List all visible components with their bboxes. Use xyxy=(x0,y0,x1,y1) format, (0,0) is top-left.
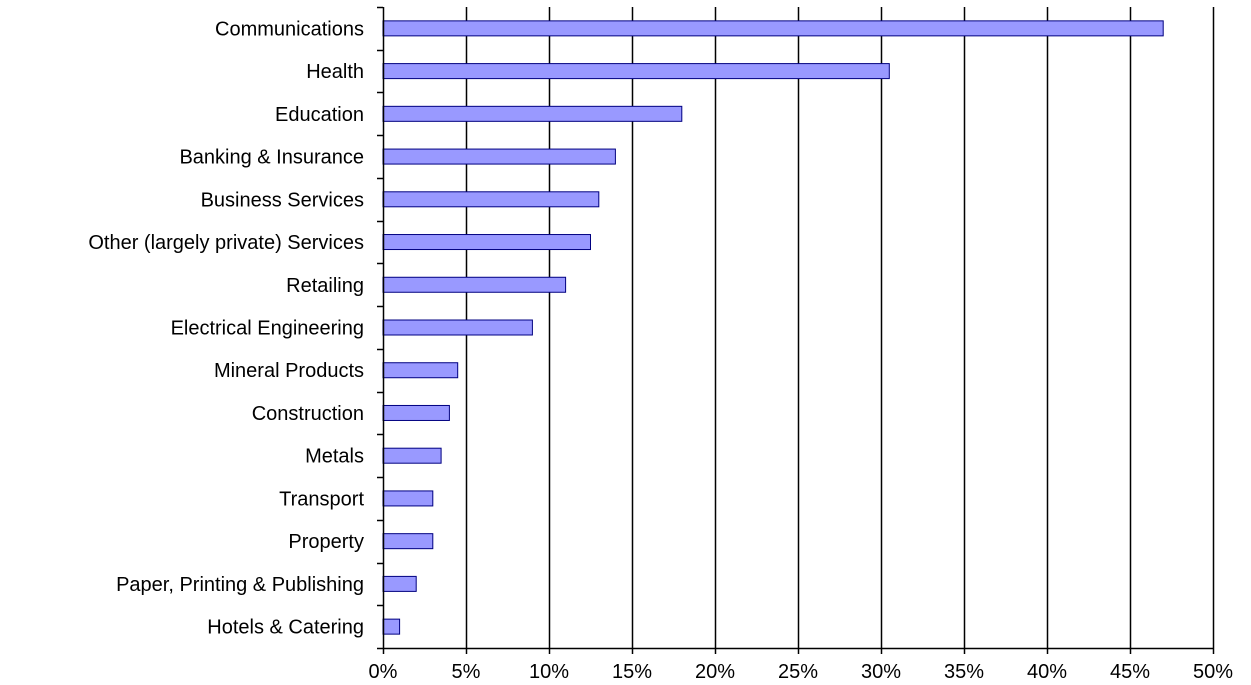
category-label: Paper, Printing & Publishing xyxy=(116,574,364,596)
bar-8 xyxy=(382,362,459,379)
bar-1 xyxy=(382,63,890,80)
category-label: Construction xyxy=(252,403,364,425)
bar-5 xyxy=(382,234,591,251)
bar-6 xyxy=(382,276,567,293)
bar-14 xyxy=(382,618,401,635)
bar-13 xyxy=(382,575,417,592)
bar-0 xyxy=(382,20,1164,37)
category-label: Electrical Engineering xyxy=(171,318,364,340)
x-tick-label: 50% xyxy=(1193,661,1233,683)
x-tick-labels: 0% 5% 10% 15% 20% 25% 30% 35% 40% 45% 50% xyxy=(369,661,1234,683)
category-label: Business Services xyxy=(201,189,364,211)
x-tick-label: 45% xyxy=(1110,661,1150,683)
category-label: Hotels & Catering xyxy=(207,617,364,639)
category-label: Retailing xyxy=(286,275,364,297)
x-tick-label: 40% xyxy=(1027,661,1067,683)
bar-9 xyxy=(382,404,450,421)
x-tick-label: 35% xyxy=(944,661,984,683)
gridlines xyxy=(465,7,1215,648)
category-label: Metals xyxy=(305,446,364,468)
category-labels: Communications Health Education Banking & I… xyxy=(88,18,364,638)
x-tick-label: 25% xyxy=(778,661,818,683)
bar-12 xyxy=(382,533,434,550)
x-tick-label: 20% xyxy=(695,661,735,683)
bar-2 xyxy=(382,105,683,122)
bar-3 xyxy=(382,148,616,165)
category-label: Property xyxy=(288,531,364,553)
bar-10 xyxy=(382,447,442,464)
category-label: Banking & Insurance xyxy=(179,147,364,169)
category-label: Other (largely private) Services xyxy=(88,232,364,254)
x-tick-label: 0% xyxy=(369,661,398,683)
axes xyxy=(377,6,1215,654)
x-tick-label: 5% xyxy=(452,661,481,683)
bar-7 xyxy=(382,319,533,336)
x-tick-label: 30% xyxy=(861,661,901,683)
category-label: Mineral Products xyxy=(214,360,364,382)
category-label: Health xyxy=(306,61,364,83)
bars xyxy=(382,20,1164,635)
x-tick-label: 10% xyxy=(529,661,569,683)
category-label: Education xyxy=(275,104,364,126)
bar-11 xyxy=(382,490,434,507)
category-label: Transport xyxy=(279,488,364,510)
bar-4 xyxy=(382,191,600,208)
x-tick-label: 15% xyxy=(612,661,652,683)
category-label: Communications xyxy=(215,18,364,40)
